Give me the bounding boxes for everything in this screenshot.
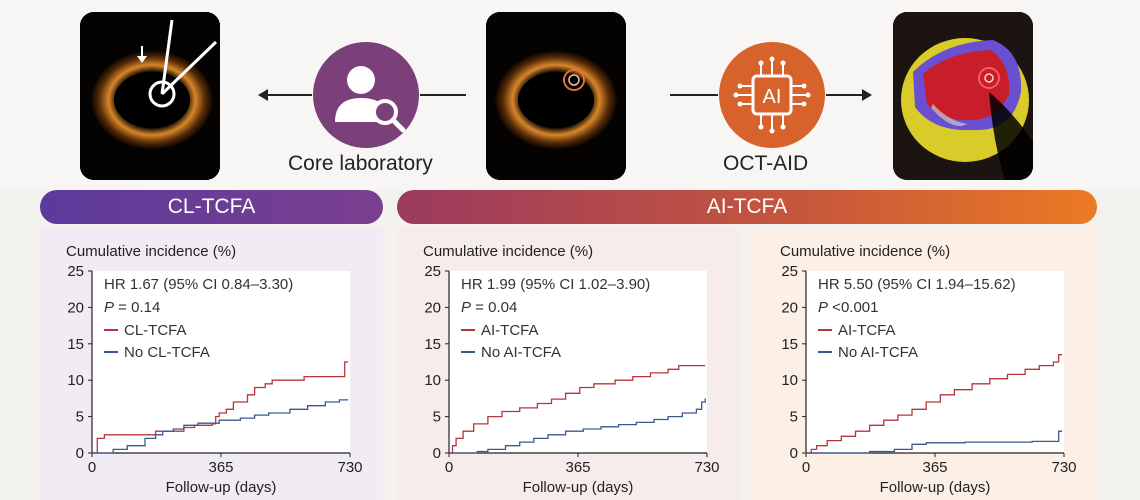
y-tick-label: 5 — [76, 409, 84, 426]
series-line-no-event — [806, 430, 1063, 454]
core-lab-label: Core laboratory — [288, 152, 433, 175]
y-axis-title: Cumulative incidence (%) — [66, 243, 236, 260]
hazard-ratio-text: HR 1.67 (95% CI 0.84–3.30) — [104, 276, 293, 293]
x-tick-label: 0 — [445, 459, 453, 476]
y-tick-label: 15 — [781, 336, 798, 353]
x-tick-label: 730 — [1051, 459, 1076, 476]
ai-tcfa-banner-label: AI-TCFA — [706, 195, 788, 218]
arrow-right-icon — [826, 89, 872, 101]
p-label: P — [818, 299, 828, 316]
arrow-left-icon — [258, 89, 312, 101]
series-line-event — [92, 361, 349, 454]
ai-chip-icon: AI — [719, 42, 825, 148]
series-line-no-event — [92, 399, 349, 454]
y-tick-label: 15 — [67, 336, 84, 353]
x-tick-label: 365 — [922, 459, 947, 476]
y-tick-label: 5 — [433, 409, 441, 426]
series-line-no-event — [449, 398, 706, 454]
hazard-ratio-text: HR 5.50 (95% CI 1.94–15.62) — [818, 276, 1016, 293]
cl-tcfa-banner-label: CL-TCFA — [167, 195, 256, 218]
core-lab-person-search-icon — [313, 42, 419, 148]
x-axis-title: Follow-up (days) — [880, 479, 991, 496]
y-tick-label: 20 — [781, 299, 798, 316]
oct-image-core-lab — [80, 12, 220, 180]
y-tick-label: 25 — [424, 263, 441, 280]
legend-label: No AI-TCFA — [838, 344, 918, 361]
y-tick-label: 10 — [781, 372, 798, 389]
y-axis-title: Cumulative incidence (%) — [423, 243, 593, 260]
x-tick-label: 0 — [88, 459, 96, 476]
y-tick-label: 25 — [67, 263, 84, 280]
x-tick-label: 0 — [802, 459, 810, 476]
legend-label: AI-TCFA — [481, 322, 539, 339]
plot-area — [806, 271, 1064, 453]
oct-aid-label: OCT-AID — [723, 152, 809, 175]
p-value: = 0.14 — [114, 299, 160, 316]
x-axis-title: Follow-up (days) — [523, 479, 634, 496]
p-value: = 0.04 — [471, 299, 517, 316]
y-tick-label: 15 — [424, 336, 441, 353]
y-tick-label: 25 — [781, 263, 798, 280]
x-tick-label: 730 — [694, 459, 719, 476]
y-tick-label: 20 — [67, 299, 84, 316]
legend-label: No CL-TCFA — [124, 344, 210, 361]
connector-line — [420, 94, 466, 96]
y-tick-label: 20 — [424, 299, 441, 316]
y-tick-label: 0 — [790, 445, 798, 462]
legend-label: No AI-TCFA — [481, 344, 561, 361]
cl-tcfa-banner: CL-TCFA — [40, 190, 383, 224]
x-tick-label: 730 — [337, 459, 362, 476]
series-line-event — [806, 354, 1063, 454]
y-tick-label: 5 — [790, 409, 798, 426]
chart-panel-ai-tcfa-1: Cumulative incidence (%) 0 5 10 15 20 25 0 365 73… — [397, 228, 740, 500]
p-value-text: P = 0.04 — [461, 299, 517, 316]
plot-area — [92, 271, 350, 453]
y-tick-label: 0 — [76, 445, 84, 462]
x-axis-title: Follow-up (days) — [166, 479, 277, 496]
km-chart-ai-tcfa-2: Cumulative incidence (%) 0 5 10 15 20 25 0 365 73… — [780, 243, 1077, 496]
chart-panel-ai-tcfa-2: Cumulative incidence (%) 0 5 10 15 20 25 0 365 73… — [754, 228, 1097, 500]
legend-label: AI-TCFA — [838, 322, 896, 339]
p-value-text: P = 0.14 — [104, 299, 160, 316]
hazard-ratio-text: HR 1.99 (95% CI 1.02–3.90) — [461, 276, 650, 293]
chart-panel-cl-tcfa: Cumulative incidence (%) 0 5 10 15 20 25 0 365 73… — [40, 228, 383, 500]
workflow-strip: Core laboratory — [0, 0, 1140, 190]
oct-image-ai-segmentation — [893, 12, 1033, 180]
x-tick-label: 365 — [208, 459, 233, 476]
p-value-text: P <0.001 — [818, 299, 878, 316]
oct-image-original — [486, 12, 626, 180]
ai-tcfa-banner: AI-TCFA — [397, 190, 1097, 224]
ai-chip-text: AI — [763, 86, 782, 108]
connector-line — [670, 94, 718, 96]
p-label: P — [104, 299, 114, 316]
p-label: P — [461, 299, 471, 316]
legend-label: CL-TCFA — [124, 322, 187, 339]
series-line-event — [449, 364, 706, 454]
km-chart-cl-tcfa: Cumulative incidence (%) 0 5 10 15 20 25 0 365 73… — [66, 243, 363, 496]
p-value: <0.001 — [828, 299, 878, 316]
x-tick-label: 365 — [565, 459, 590, 476]
y-tick-label: 10 — [67, 372, 84, 389]
y-tick-label: 0 — [433, 445, 441, 462]
plot-area — [449, 271, 707, 453]
y-tick-label: 10 — [424, 372, 441, 389]
y-axis-title: Cumulative incidence (%) — [780, 243, 950, 260]
km-chart-ai-tcfa-1: Cumulative incidence (%) 0 5 10 15 20 25 0 365 73… — [423, 243, 720, 496]
